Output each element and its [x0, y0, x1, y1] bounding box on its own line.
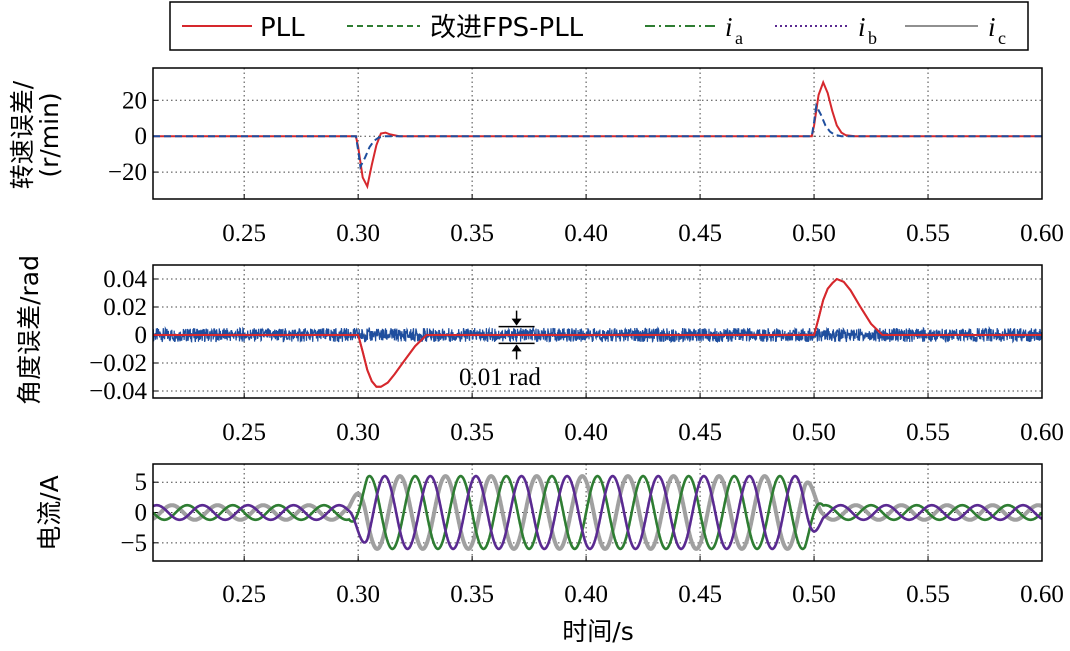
panel-speed-error: 转速误差/ (r/min) 0.25 0.30 0.35 0.40 0.45 0.50 0.…: [8, 67, 1064, 247]
plot-area-current: [153, 474, 1042, 551]
ytick-label-speed-error: 0: [135, 123, 148, 150]
panel-angle-error: 角度误差/rad 0.01 rad 0.25 0.30 0.35 0.40 0.45 0.…: [15, 255, 1064, 446]
xtick-label-current: 0.50: [792, 581, 836, 608]
x-axis-label: 时间/s: [562, 617, 633, 646]
xtick-label-current: 0.35: [450, 581, 494, 608]
ylabel-angle-error: 角度误差/rad: [15, 255, 44, 405]
ytick-label-speed-error: 20: [122, 87, 147, 114]
ylabel-speed-error-line1: 转速误差/: [8, 80, 37, 189]
series-ib: [153, 474, 1042, 551]
xtick-label-angle-error: 0.45: [678, 419, 722, 446]
series-pll-speed-error: [153, 79, 1042, 190]
xtick-label-current: 0.45: [678, 581, 722, 608]
ytick-label-angle-error: −0.04: [89, 378, 147, 405]
legend-label-fps: 改进FPS-PLL: [430, 13, 584, 43]
xtick-label-speed-error: 0.40: [564, 220, 608, 247]
ytick-label-angle-error: 0.04: [103, 266, 147, 293]
plot-area-angle-error: [153, 277, 1042, 388]
xtick-label-angle-error: 0.55: [906, 419, 950, 446]
legend-label-ib: i: [858, 12, 866, 42]
series-ia: [153, 474, 1042, 551]
series-fps-noise: [153, 325, 1042, 344]
xtick-label-speed-error: 0.35: [450, 220, 494, 247]
legend-label-ib-sub: b: [868, 28, 877, 48]
annotation-label: 0.01 rad: [459, 364, 541, 391]
legend-label-ia-sub: a: [735, 28, 743, 48]
xtick-label-angle-error: 0.60: [1020, 419, 1064, 446]
xtick-label-speed-error: 0.45: [678, 220, 722, 247]
xtick-label-current: 0.55: [906, 581, 950, 608]
xtick-label-speed-error: 0.60: [1020, 220, 1064, 247]
xtick-label-speed-error: 0.25: [222, 220, 266, 247]
xtick-label-angle-error: 0.40: [564, 419, 608, 446]
axes-frame-current: [152, 463, 1043, 562]
xtick-label-angle-error: 0.35: [450, 419, 494, 446]
ylabel-speed-error-line2: (r/min): [35, 92, 64, 177]
axes-frame-speed-error: [152, 67, 1043, 200]
panel-current: 电流/A 0.25 0.30 0.35 0.40 0.45 0.50 0.55 0.60 5 0 −…: [35, 463, 1064, 608]
ylabel-current: 电流/A: [35, 475, 64, 551]
xtick-label-current: 0.40: [564, 581, 608, 608]
xtick-label-angle-error: 0.25: [222, 419, 266, 446]
xtick-label-current: 0.60: [1020, 581, 1064, 608]
xtick-label-angle-error: 0.50: [792, 419, 836, 446]
ytick-label-current: −5: [120, 530, 147, 557]
legend-label-pll: PLL: [260, 13, 305, 43]
series-pll-angle-top: [153, 277, 1042, 388]
legend-label-ic: i: [988, 12, 996, 42]
ytick-label-angle-error: 0: [135, 322, 148, 349]
xtick-label-speed-error: 0.55: [906, 220, 950, 247]
xtick-label-angle-error: 0.30: [336, 419, 380, 446]
annotation-arrow-top-head: [511, 318, 522, 326]
xtick-label-speed-error: 0.50: [792, 220, 836, 247]
legend-box: [169, 1, 1029, 51]
xtick-label-current: 0.30: [336, 581, 380, 608]
plot-area-speed-error: [153, 79, 1042, 190]
ytick-label-angle-error: −0.02: [89, 350, 147, 377]
legend-label-ic-sub: c: [998, 28, 1006, 48]
legend: PLL 改进FPS-PLL i a i b i c: [169, 1, 1029, 51]
series-ic: [153, 474, 1042, 551]
ytick-label-current: 0: [135, 500, 148, 527]
ytick-label-speed-error: −20: [108, 159, 147, 186]
series-fps-speed-error: [153, 102, 1042, 170]
annotation-arrow-bottom-head: [511, 344, 522, 352]
xtick-label-current: 0.25: [222, 581, 266, 608]
ytick-label-angle-error: 0.02: [103, 294, 147, 321]
ytick-label-current: 5: [135, 469, 148, 496]
legend-label-ia: i: [725, 12, 733, 42]
axes-frame-angle-error: [152, 264, 1043, 399]
xtick-label-speed-error: 0.30: [336, 220, 380, 247]
